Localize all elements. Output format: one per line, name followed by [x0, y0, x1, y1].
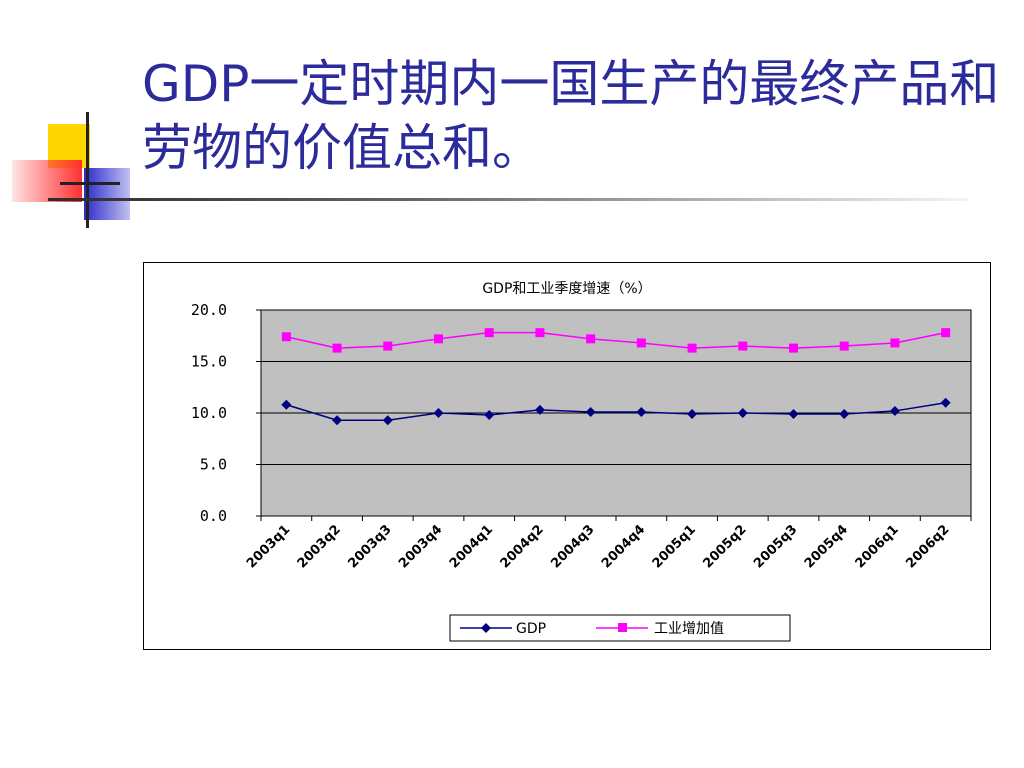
- x-tick-label: 2005q1: [650, 522, 699, 571]
- industry-point: [789, 343, 798, 353]
- gdp-point: [484, 410, 495, 421]
- x-tick-label: 2004q3: [548, 522, 597, 571]
- x-tick-label: 2003q4: [396, 522, 445, 571]
- industry-point: [839, 341, 849, 351]
- gdp-point: [585, 406, 596, 417]
- legend-label-industry: 工业增加值: [654, 621, 724, 637]
- x-tick-label: 2006q1: [853, 522, 902, 571]
- y-tick-label: 15.0: [191, 353, 227, 371]
- deco-blue-square: [84, 168, 130, 220]
- chart-title: GDP和工业季度增速（%）: [482, 281, 651, 297]
- gdp-point: [332, 415, 343, 426]
- x-tick-label: 2005q2: [700, 522, 749, 571]
- x-tick-label: 2003q3: [345, 522, 394, 571]
- gdp-point: [940, 397, 951, 408]
- series-line-industry: [286, 331, 946, 349]
- title-underline: [48, 198, 968, 201]
- series-line-gdp: [286, 401, 946, 421]
- gdp-point: [687, 409, 698, 420]
- deco-vertical-line: [86, 112, 89, 228]
- gdp-point: [281, 399, 292, 410]
- x-tick-label: 2004q4: [599, 522, 648, 571]
- slide-title: GDP一定时期内一国生产的最终产品和劳物的价值总和。: [142, 55, 1000, 177]
- x-tick-label: 2003q1: [244, 522, 293, 571]
- industry-point: [281, 332, 291, 342]
- x-tick-label: 2006q2: [903, 522, 952, 571]
- y-tick-label: 5.0: [200, 456, 227, 474]
- x-tick-label: 2005q4: [802, 522, 851, 571]
- y-tick-label: 10.0: [191, 404, 227, 422]
- industry-point: [636, 338, 646, 348]
- gdp-point: [534, 404, 545, 415]
- legend-label-gdp: GDP: [516, 621, 546, 637]
- x-tick-label: 2004q1: [447, 522, 496, 571]
- chart-frame: GDP和工业季度增速（%） 20.0 15.0 10.0 5.0 0.0 2003q1 20…: [143, 262, 991, 650]
- industry-point: [687, 343, 697, 353]
- gdp-point: [433, 408, 444, 418]
- x-tick-label: 2005q3: [751, 522, 800, 571]
- x-tick-label: 2003q2: [295, 522, 344, 571]
- gdp-point: [737, 408, 748, 418]
- industry-point: [738, 341, 748, 351]
- gdp-point: [788, 409, 799, 420]
- industry-point: [434, 334, 443, 344]
- x-tick-label: 2004q2: [498, 522, 547, 571]
- gdp-point: [382, 415, 393, 426]
- gdp-point: [889, 405, 900, 416]
- industry-point: [890, 338, 900, 348]
- industry-point: [586, 334, 596, 344]
- chart-legend: GDP 工业增加值: [449, 614, 791, 642]
- industry-point: [484, 328, 494, 338]
- y-tick-label: 20.0: [191, 301, 227, 319]
- industry-point: [383, 341, 393, 351]
- industry-point: [535, 328, 545, 338]
- gdp-legend-marker: [481, 623, 491, 633]
- deco-horizontal-line: [60, 182, 120, 185]
- gdp-point: [636, 406, 647, 417]
- industry-point: [941, 328, 951, 338]
- industry-point: [332, 343, 342, 353]
- deco-red-bar: [12, 160, 82, 202]
- y-tick-label: 0.0: [200, 507, 227, 525]
- industry-legend-marker: [618, 623, 627, 632]
- gdp-point: [839, 409, 850, 420]
